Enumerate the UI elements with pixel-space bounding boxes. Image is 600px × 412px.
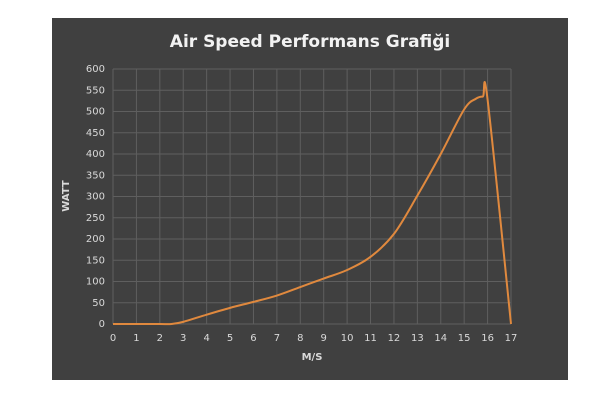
y-tick-label: 400 <box>86 149 105 160</box>
x-tick-label: 15 <box>458 333 471 344</box>
x-tick-label: 12 <box>388 333 401 344</box>
x-tick-label: 13 <box>411 333 424 344</box>
y-tick-label: 150 <box>86 255 105 266</box>
x-tick-label: 1 <box>133 333 139 344</box>
x-tick-label: 14 <box>434 333 447 344</box>
y-tick-label: 450 <box>86 128 105 139</box>
x-tick-label: 3 <box>180 333 186 344</box>
x-tick-label: 5 <box>227 333 233 344</box>
y-tick-label: 600 <box>86 64 105 75</box>
x-tick-label: 0 <box>110 333 116 344</box>
y-tick-label: 200 <box>86 234 105 245</box>
x-tick-label: 17 <box>505 333 518 344</box>
x-tick-label: 16 <box>481 333 494 344</box>
y-tick-label: 500 <box>86 107 105 118</box>
chart-background <box>52 18 568 380</box>
x-tick-label: 10 <box>341 333 354 344</box>
y-tick-label: 50 <box>92 298 105 309</box>
y-tick-label: 550 <box>86 85 105 96</box>
chart-title: Air Speed Performans Grafiği <box>170 32 450 52</box>
y-tick-label: 350 <box>86 170 105 181</box>
y-axis-label: WATT <box>61 180 72 212</box>
x-tick-label: 2 <box>157 333 163 344</box>
x-tick-label: 4 <box>203 333 209 344</box>
x-tick-label: 7 <box>274 333 280 344</box>
x-tick-label: 11 <box>364 333 377 344</box>
data-line <box>113 81 512 326</box>
y-tick-label: 300 <box>86 192 105 203</box>
y-tick-label: 250 <box>86 213 105 224</box>
x-tick-label: 6 <box>250 333 256 344</box>
x-tick-label: 9 <box>321 333 327 344</box>
y-tick-label: 0 <box>99 319 105 330</box>
y-tick-label: 100 <box>86 277 105 288</box>
x-axis-label: M/S <box>302 352 323 363</box>
x-tick-label: 8 <box>297 333 303 344</box>
